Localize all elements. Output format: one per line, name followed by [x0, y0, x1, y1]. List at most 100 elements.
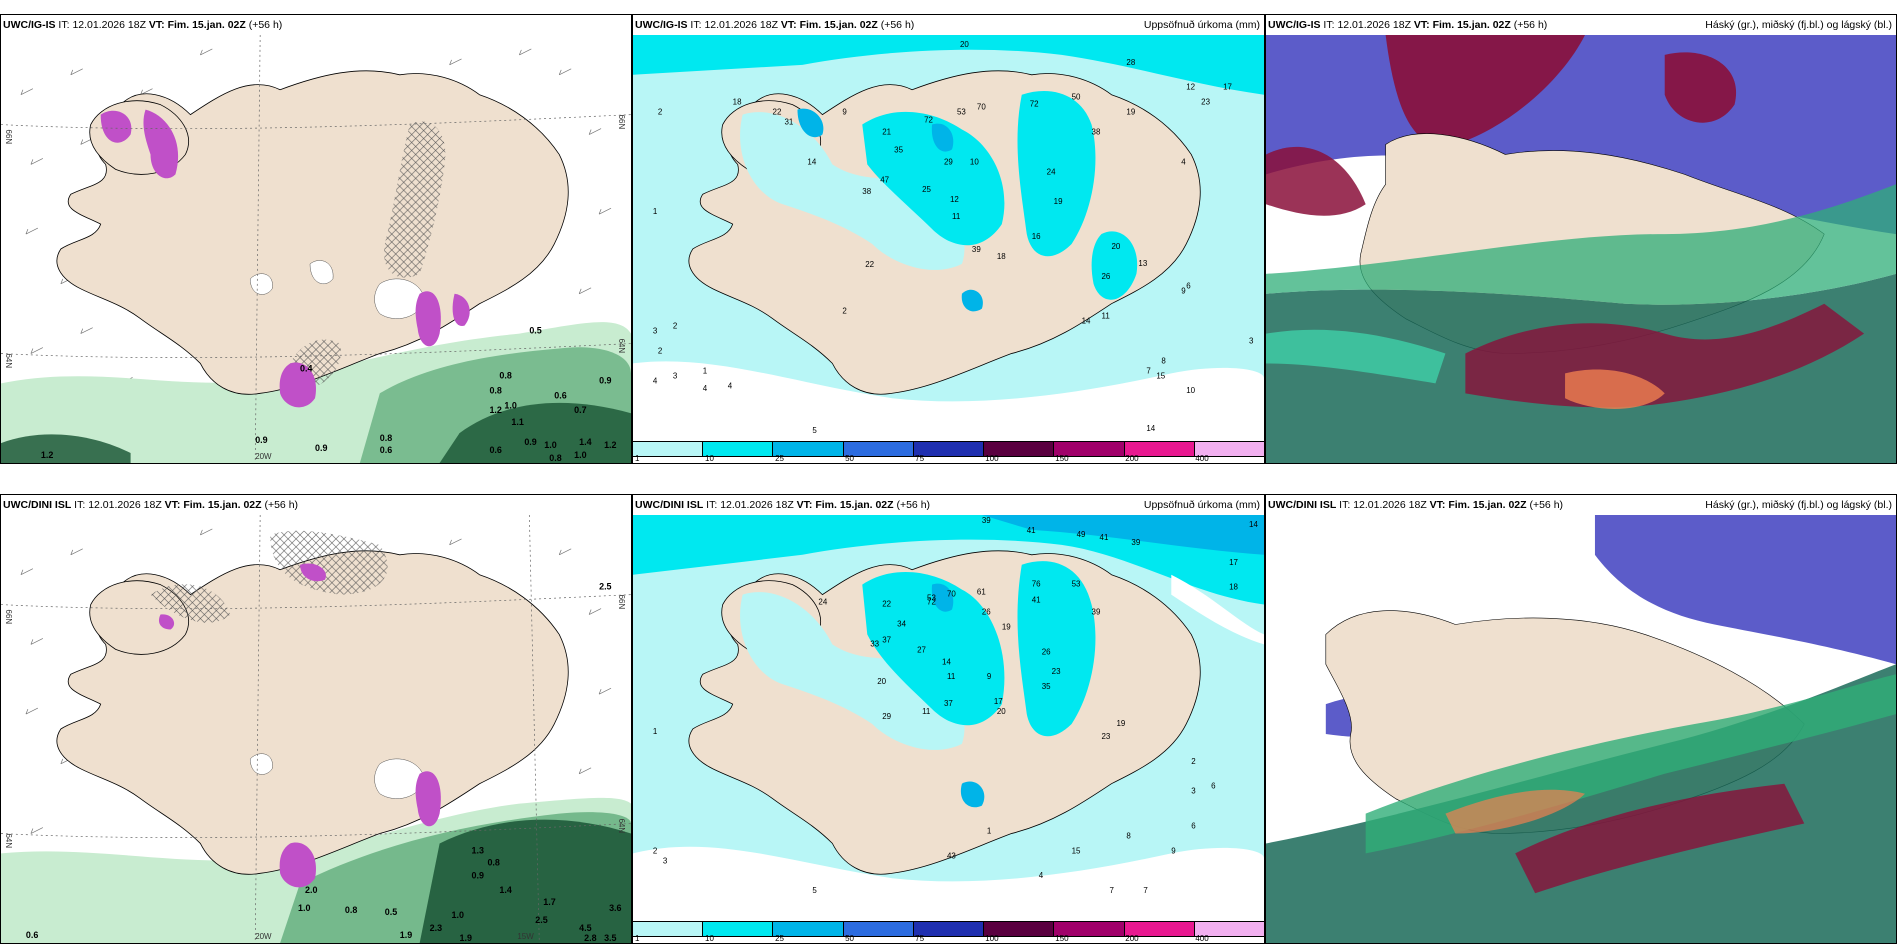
map-label: 28: [1126, 58, 1135, 67]
rain-area-dark-w: [1, 434, 131, 463]
map-label: 0.9: [315, 443, 327, 453]
map-label: 72: [927, 598, 936, 607]
map-label: 1.0: [544, 440, 556, 450]
map-label: 9: [987, 672, 992, 681]
lat-label: 64N: [4, 354, 13, 369]
precip-value-labels: 2.5 0.8 0.5 1.0 0.8 1.3 1.7 2.5 4.5 3.6 …: [26, 582, 622, 943]
legend-label: 10: [705, 454, 714, 463]
map-label: 24: [818, 598, 827, 607]
map-label: 26: [982, 608, 991, 617]
map-label: 1: [653, 207, 658, 216]
map-label: 18: [1229, 583, 1238, 592]
map-label: 0.8: [489, 385, 501, 395]
legend-swatch: [913, 922, 985, 936]
lat-label: 64N: [617, 339, 626, 354]
map-label: 9: [1171, 846, 1176, 855]
it-time: 12.01.2026 18Z: [704, 19, 778, 31]
map-label: 26: [1102, 272, 1111, 281]
legend-label: 25: [775, 454, 784, 463]
map-canvas[interactable]: [1266, 515, 1896, 943]
precip-legend: 1 10 25 50 75 100 150 200 400: [633, 441, 1264, 463]
panel-igis-precip: UWC/IG-IS IT: 12.01.2026 18Z VT: Fim. 15…: [632, 14, 1265, 464]
map-label: 1.4: [499, 885, 511, 895]
map-label: 14: [1146, 424, 1155, 433]
map-label: 41: [1032, 596, 1041, 605]
it-time: 12.01.2026 18Z: [720, 499, 794, 511]
map-label: 4.5: [579, 923, 591, 933]
map-label: 0.6: [380, 445, 392, 455]
legend-label: 400: [1195, 934, 1209, 943]
map-label: 2: [653, 846, 658, 855]
map-label: 14: [807, 157, 816, 166]
map-canvas[interactable]: 2.5 0.8 0.5 1.0 0.8 1.3 1.7 2.5 4.5 3.6 …: [1, 515, 631, 943]
it-label: IT:: [690, 19, 702, 31]
map-label: 53: [1072, 580, 1081, 589]
map-label: 41: [1027, 526, 1036, 535]
map-label: 19: [1126, 108, 1135, 117]
map-label: 2.3: [430, 923, 442, 933]
map-label: 0.6: [554, 390, 566, 400]
legend-swatch: [1194, 442, 1264, 456]
vt-label: VT:: [148, 19, 165, 31]
map-canvas[interactable]: [1266, 35, 1896, 463]
map-label: 2: [658, 108, 663, 117]
map-label: 23: [1052, 667, 1061, 676]
map-label: 0.8: [487, 857, 499, 867]
precip-value-labels: 20 28 12 17 23 2 18 22 31 9 21 35 72 53 …: [653, 40, 1254, 435]
map-label: 3: [673, 371, 678, 380]
map-label: 2: [658, 346, 663, 355]
wind-snow-map: 0.5 0.8 0.8 1.0 0.9 0.6 0.7 1.2 1.1 0.9 …: [1, 35, 631, 463]
snow-cell: [415, 291, 441, 347]
map-canvas[interactable]: 20 28 12 17 23 2 18 22 31 9 21 35 72 53 …: [633, 35, 1264, 441]
map-label: 0.6: [489, 445, 501, 455]
map-label: 0.4: [300, 363, 312, 373]
map-label: 49: [1077, 530, 1086, 539]
map-label: 3.5: [604, 933, 616, 943]
vt-time: Fim. 15.jan. 02Z: [799, 19, 878, 31]
legend-swatch: [1054, 922, 1125, 936]
map-label: 0.8: [345, 905, 357, 915]
vt-time: Fim. 15.jan. 02Z: [183, 499, 262, 511]
vt-time: Fim. 15.jan. 02Z: [1432, 19, 1511, 31]
legend-label: 1: [635, 454, 640, 463]
rain-area-dark: [439, 402, 631, 463]
map-label: 33: [870, 639, 879, 648]
lat-label: 66N: [4, 130, 13, 145]
panel-header: UWC/IG-IS IT: 12.01.2026 18Z VT: Fim. 15…: [1, 15, 631, 35]
legend-label: 200: [1125, 934, 1139, 943]
map-label: 14: [1249, 520, 1258, 529]
legend-label: 50: [845, 934, 855, 943]
map-label: 0.5: [385, 907, 397, 917]
panel-header: UWC/DINI ISL IT: 12.01.2026 18Z VT: Fim.…: [1266, 495, 1896, 515]
lon-label: 20W: [255, 452, 272, 461]
graticule: [1, 515, 631, 943]
panel-dini-clouds: UWC/DINI ISL IT: 12.01.2026 18Z VT: Fim.…: [1265, 494, 1897, 944]
map-label: 1.1: [511, 417, 523, 427]
lat-label: 64N: [4, 834, 13, 849]
legend-label: 50: [845, 454, 855, 463]
snow-cell: [100, 110, 132, 143]
map-label: 6: [1186, 282, 1191, 291]
map-label: 11: [922, 707, 931, 716]
map-label: 2: [842, 307, 847, 316]
legend-label: 100: [985, 934, 999, 943]
lead-time: (+56 h): [880, 19, 915, 31]
map-label: 2.5: [535, 915, 547, 925]
legend-swatch: [984, 442, 1055, 456]
map-label: 1: [703, 366, 708, 375]
legend-swatch: [1054, 442, 1125, 456]
map-canvas[interactable]: 0.5 0.8 0.8 1.0 0.9 0.6 0.7 1.2 1.1 0.9 …: [1, 35, 631, 463]
map-label: 1.3: [472, 845, 484, 855]
map-label: 22: [773, 108, 782, 117]
map-label: 14: [942, 657, 951, 666]
map-label: 8: [1126, 831, 1131, 840]
wind-snow-map: 2.5 0.8 0.5 1.0 0.8 1.3 1.7 2.5 4.5 3.6 …: [1, 515, 631, 943]
panel-dini-wind-snow: UWC/DINI ISL IT: 12.01.2026 18Z VT: Fim.…: [0, 494, 632, 944]
legend-swatch: [1124, 922, 1195, 936]
precip-map: 20 28 12 17 23 2 18 22 31 9 21 35 72 53 …: [633, 35, 1264, 441]
map-label: 1.9: [460, 933, 472, 943]
wind-barbs: [20, 528, 612, 864]
model-name: UWC/IG-IS: [3, 19, 56, 31]
map-label: 9: [1181, 287, 1186, 296]
map-canvas[interactable]: 39 41 49 41 14 39 17 18 24 22 53 34 72 7…: [633, 515, 1264, 921]
